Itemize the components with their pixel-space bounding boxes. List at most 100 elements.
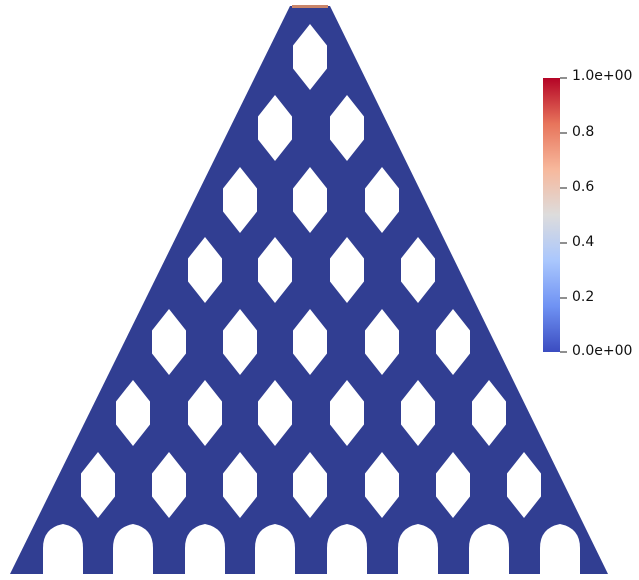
- mesh-edge-step: [187, 200, 190, 205]
- mesh-edge-step: [472, 290, 476, 295]
- lattice-hole: [116, 380, 150, 446]
- colorbar-tick-label: 0.2: [572, 289, 595, 305]
- lattice-hole: [152, 452, 186, 518]
- mesh-edge-step: [203, 168, 206, 173]
- lattice-hole: [365, 452, 399, 518]
- mesh-edge-step: [349, 38, 353, 43]
- mesh-edge-step: [75, 427, 78, 432]
- mesh-edge-step: [457, 257, 461, 262]
- mesh-edge-step: [397, 135, 401, 140]
- mesh-edge-step: [55, 468, 58, 473]
- mesh-edge-step: [31, 517, 34, 522]
- base-arch-opening: [185, 524, 225, 576]
- base-arch-opening: [398, 524, 438, 576]
- base-arch-opening: [327, 524, 367, 576]
- mesh-edge-step: [7, 565, 10, 570]
- mesh-edge-step: [235, 103, 238, 108]
- mesh-edge-step: [103, 371, 106, 376]
- mesh-edge-step: [123, 330, 126, 335]
- mesh-edge-step: [19, 541, 22, 546]
- mesh-edge-step: [425, 192, 429, 197]
- lattice-hole: [258, 237, 292, 303]
- mesh-edge-step: [516, 379, 520, 384]
- mesh-edge-step: [219, 135, 222, 140]
- mesh-edge-step: [373, 87, 377, 92]
- lattice-hole: [365, 167, 399, 233]
- base-arch-opening: [113, 524, 153, 576]
- mesh-edge-step: [389, 119, 393, 124]
- mesh-edge-step: [361, 62, 365, 67]
- mesh-edge-step: [279, 14, 282, 19]
- colorbar-tick-label: 0.0e+00: [572, 343, 633, 359]
- mesh-edge-step: [215, 143, 218, 148]
- mesh-edge-step: [469, 281, 472, 286]
- mesh-edge-step: [576, 500, 580, 506]
- mesh-edge-step: [179, 216, 182, 222]
- mesh-edge-step: [476, 298, 480, 303]
- mesh-edge-step: [524, 395, 528, 400]
- mesh-edge-step: [496, 338, 500, 343]
- lattice-hole: [188, 380, 222, 446]
- colorbar: [543, 77, 567, 353]
- mesh-edge-step: [135, 306, 138, 311]
- colorbar-tick-label: 1.0e+00: [572, 68, 633, 84]
- mesh-edge-step: [592, 533, 596, 538]
- mesh-edge-step: [183, 208, 186, 213]
- mesh-edge-step: [421, 184, 425, 189]
- mesh-edge-step: [275, 22, 278, 27]
- mesh-edge-step: [429, 200, 433, 205]
- lattice-hole: [330, 380, 364, 446]
- lattice-hole: [152, 309, 186, 375]
- mesh-edge-step: [385, 111, 389, 116]
- lattice-hole: [293, 167, 327, 233]
- mesh-edge-step: [227, 119, 230, 124]
- mesh-edge-step: [465, 273, 469, 278]
- mesh-edge-step: [207, 160, 210, 165]
- mesh-edge-step: [271, 30, 274, 35]
- mesh-edge-step: [580, 509, 584, 514]
- mesh-edge-step: [445, 233, 449, 238]
- lattice-holes: [81, 24, 541, 518]
- mesh-edge-step: [488, 322, 492, 327]
- mesh-edge-step: [417, 176, 421, 181]
- mesh-edge-step: [409, 160, 413, 165]
- mesh-edge-step: [608, 565, 611, 570]
- mesh-body: [10, 6, 608, 574]
- mesh-edge-step: [401, 143, 405, 148]
- mesh-edge-step: [163, 249, 166, 254]
- mesh-edge-step: [175, 225, 178, 230]
- mesh-edge-step: [91, 395, 94, 400]
- mesh-edge-step: [437, 216, 441, 222]
- mesh-edge-step: [393, 127, 397, 132]
- mesh-edge-step: [15, 549, 18, 554]
- lattice-hole: [293, 309, 327, 375]
- mesh-edge-step: [43, 492, 46, 497]
- mesh-edge-step: [512, 371, 516, 376]
- mesh-edge-step: [191, 192, 194, 197]
- mesh-edge-step: [199, 176, 202, 181]
- mesh-edge-step: [353, 46, 357, 51]
- lattice-hole: [436, 309, 470, 375]
- mesh-edge-step: [377, 95, 381, 100]
- base-arch-opening: [43, 524, 83, 576]
- mesh-edge-step: [223, 127, 226, 132]
- mesh-edge-step: [544, 436, 548, 441]
- lattice-hole: [330, 95, 364, 161]
- mesh-edge-step: [267, 38, 270, 43]
- mesh-edge-step: [59, 460, 62, 465]
- mesh-edge-step: [341, 22, 345, 27]
- mesh-edge-step: [345, 30, 349, 35]
- mesh-edge-step: [243, 87, 246, 92]
- mesh-edge-step: [560, 468, 564, 473]
- lattice-hole: [365, 309, 399, 375]
- mesh-edge-step: [155, 265, 158, 270]
- mesh-edge-step: [369, 79, 373, 84]
- mesh-edge-step: [572, 492, 576, 497]
- mesh-edge-step: [83, 411, 86, 416]
- colorbar-tick-label: 0.4: [572, 234, 595, 250]
- base-arch-opening: [255, 524, 295, 576]
- mesh-edge-step: [239, 95, 242, 100]
- mesh-edge-step: [480, 306, 484, 311]
- mesh-edge-step: [151, 273, 154, 278]
